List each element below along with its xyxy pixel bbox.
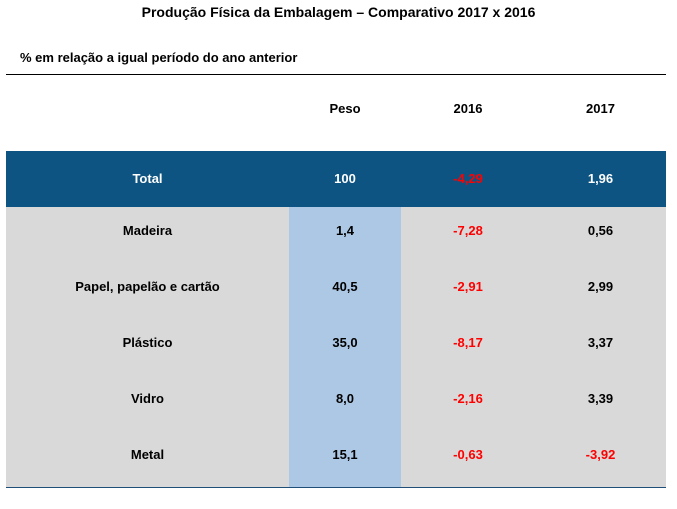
value-2017: -3,92 [585, 447, 616, 462]
peso-value: 15,1 [332, 447, 358, 462]
table-row: Madeira 1,4 -7,28 0,56 [6, 203, 666, 259]
table-row: Plástico 35,0 -8,17 3,37 [6, 315, 666, 371]
top-divider [6, 74, 666, 75]
value-2017: 2,99 [587, 279, 614, 294]
table-row: Papel, papelão e cartão 40,5 -2,91 2,99 [6, 259, 666, 315]
row-label: Vidro [131, 391, 164, 406]
row-label: Metal [130, 447, 165, 462]
column-header-2016: 2016 [453, 101, 483, 116]
peso-value: 8,0 [335, 391, 355, 406]
value-2017: 0,56 [587, 223, 614, 238]
row-label: Papel, papelão e cartão [75, 279, 220, 294]
value-2016: -4,29 [453, 171, 483, 186]
value-2017: 3,39 [587, 391, 614, 406]
peso-column-highlight [289, 207, 401, 487]
value-2016: -2,16 [453, 391, 483, 406]
peso-value: 40,5 [332, 279, 358, 294]
row-label: Total [132, 171, 163, 186]
table-row-total: Total 100 -4,29 1,96 [6, 151, 666, 207]
value-2016: -7,28 [453, 223, 483, 238]
value-2016: -2,91 [453, 279, 483, 294]
peso-value: 100 [334, 171, 356, 186]
page-title: Produção Física da Embalagem – Comparati… [141, 4, 536, 20]
peso-value: 1,4 [335, 223, 355, 238]
table-subtitle: % em relação a igual período do ano ante… [20, 50, 298, 65]
value-2016: -0,63 [453, 447, 483, 462]
value-2017: 3,37 [587, 335, 614, 350]
total-row-background [6, 151, 666, 207]
value-2016: -8,17 [453, 335, 483, 350]
row-label: Madeira [122, 223, 173, 238]
column-header-peso: Peso [329, 101, 361, 116]
peso-value: 35,0 [332, 335, 358, 350]
table-row: Metal 15,1 -0,63 -3,92 [6, 427, 666, 483]
column-header-2017: 2017 [586, 101, 615, 116]
value-2017: 1,96 [587, 171, 614, 186]
table-row: Vidro 8,0 -2,16 3,39 [6, 371, 666, 427]
bottom-divider [6, 487, 666, 488]
row-label: Plástico [122, 335, 173, 350]
